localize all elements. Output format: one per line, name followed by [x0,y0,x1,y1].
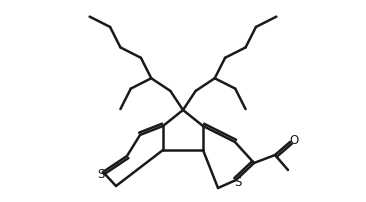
Text: S: S [97,168,105,182]
Text: O: O [290,134,299,146]
Text: S: S [234,177,242,189]
